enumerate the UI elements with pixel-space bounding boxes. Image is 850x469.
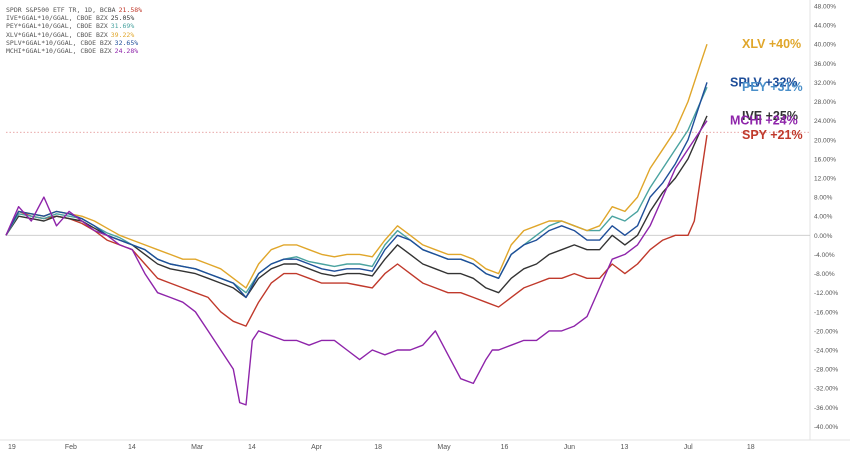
y-tick-label: -4.00% — [814, 252, 835, 259]
x-tick-label: 14 — [128, 444, 136, 451]
y-tick-label: -36.00% — [814, 405, 838, 412]
y-tick-label: 44.00% — [814, 23, 836, 30]
legend-label: XLV*GGAL*10/GGAL, CBOE BZX — [6, 30, 108, 39]
series-line-ive — [5, 115, 708, 299]
legend-entry: XLV*GGAL*10/GGAL, CBOE BZX 39.22% — [6, 31, 142, 39]
legend-entry: IVE*GGAL*10/GGAL, CBOE BZX 25.05% — [6, 14, 142, 22]
x-tick-label: May — [437, 444, 451, 451]
y-tick-label: 16.00% — [814, 156, 836, 163]
series-annotation: XLV +40% — [742, 37, 801, 51]
legend-label: IVE*GGAL*10/GGAL, CBOE BZX — [6, 14, 108, 23]
y-tick-label: 48.00% — [814, 4, 836, 11]
y-tick-label: -24.00% — [814, 348, 838, 355]
legend-value: 31.69% — [110, 22, 135, 31]
series-annotation: SPY +21% — [742, 128, 803, 142]
legend-entry: PEY*GGAL*10/GGAL, CBOE BZX 31.69% — [6, 22, 142, 30]
legend-entry: SPDR S&P500 ETF TR, 1D, BCBA 21.58% — [6, 6, 142, 14]
y-tick-label: -8.00% — [814, 271, 835, 278]
y-tick-label: -20.00% — [814, 328, 838, 335]
x-tick-label: 13 — [621, 444, 629, 451]
x-tick-label: Jun — [564, 444, 575, 451]
y-tick-label: -12.00% — [814, 290, 838, 297]
legend-entry: SPLV*GGAL*10/GGAL, CBOE BZX 32.65% — [6, 39, 142, 47]
y-tick-label: 8.00% — [814, 195, 833, 202]
x-tick-label: 16 — [501, 444, 509, 451]
x-tick-label: 18 — [374, 444, 382, 451]
y-tick-label: 0.00% — [814, 233, 833, 240]
legend-label: SPLV*GGAL*10/GGAL, CBOE BZX — [6, 38, 112, 47]
x-tick-label: Mar — [191, 444, 204, 451]
x-tick-label: Feb — [65, 444, 77, 451]
legend-value: 21.58% — [118, 6, 143, 14]
y-tick-label: 4.00% — [814, 214, 833, 221]
y-tick-label: -28.00% — [814, 367, 838, 374]
legend-label: SPDR S&P500 ETF TR, 1D, BCBA — [6, 6, 116, 14]
y-tick-label: 12.00% — [814, 176, 836, 183]
x-tick-label: Apr — [311, 444, 323, 451]
y-tick-label: 20.00% — [814, 137, 836, 144]
x-tick-label: 18 — [747, 444, 755, 451]
series-line-xlv — [5, 43, 708, 289]
series-annotation: PEY +31% — [742, 80, 803, 94]
y-tick-label: 40.00% — [814, 42, 836, 49]
legend-label: MCHI*GGAL*10/GGAL, CBOE BZX — [6, 47, 112, 56]
x-tick-label: Jul — [684, 444, 693, 451]
legend-value: 39.22% — [110, 30, 135, 39]
y-tick-label: -16.00% — [814, 309, 838, 316]
x-tick-label: 14 — [248, 444, 256, 451]
legend-label: PEY*GGAL*10/GGAL, CBOE BZX — [6, 22, 108, 31]
legend-value: 32.65% — [114, 38, 139, 47]
y-tick-label: 36.00% — [814, 61, 836, 68]
series-line-pey — [5, 86, 708, 294]
series-line-splv — [5, 82, 708, 299]
y-tick-label: 24.00% — [814, 118, 836, 125]
series-annotation: MCHI +24% — [730, 114, 798, 128]
legend: SPDR S&P500 ETF TR, 1D, BCBA 21.58% IVE*GG… — [6, 6, 142, 55]
series-annotation: SPLV +32% — [730, 75, 798, 89]
y-tick-label: -40.00% — [814, 424, 838, 431]
legend-value: 25.05% — [110, 14, 135, 23]
y-tick-label: 32.00% — [814, 80, 836, 87]
y-tick-label: -32.00% — [814, 386, 838, 393]
legend-entry: MCHI*GGAL*10/GGAL, CBOE BZX 24.28% — [6, 47, 142, 55]
series-line-mchi — [5, 120, 708, 406]
y-tick-label: 28.00% — [814, 99, 836, 106]
legend-value: 24.28% — [114, 47, 139, 56]
series-annotation: IVE +25% — [742, 109, 798, 123]
x-tick-label: 19 — [8, 444, 16, 451]
